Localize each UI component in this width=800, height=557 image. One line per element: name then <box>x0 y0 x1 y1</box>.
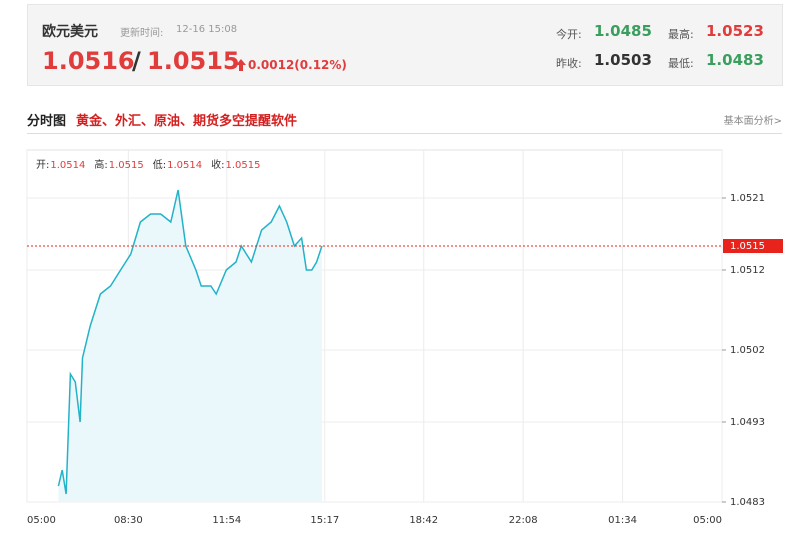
symbol-name: 欧元美元 <box>42 24 98 40</box>
prev-close-label: 昨收: <box>556 57 582 70</box>
price-line <box>57 189 323 495</box>
update-time: 12-16 15:08 <box>176 24 238 35</box>
open-label: 今开: <box>556 28 582 41</box>
y-tick-label: 1.0521 <box>730 193 765 204</box>
separator: / <box>132 47 141 75</box>
ohlc-label: 收: <box>211 158 224 171</box>
open-value: 1.0485 <box>594 22 652 40</box>
ohlc-value: 1.0514 <box>167 160 202 171</box>
ohlc-label: 低: <box>153 158 166 171</box>
low-label: 最低: <box>668 57 694 70</box>
x-tick-label: 22:08 <box>509 515 538 526</box>
prev-close-value: 1.0503 <box>594 51 652 69</box>
x-tick-label: 05:00 <box>693 515 722 526</box>
last-price-box <box>723 239 783 253</box>
x-tick-label: 15:17 <box>310 515 339 526</box>
tab-active[interactable]: 分时图 <box>27 114 67 129</box>
fundamentals-link[interactable]: 基本面分析> <box>723 116 782 127</box>
area-fill <box>58 190 322 502</box>
quote-panel: 欧元美元 更新时间: 12-16 15:08 1.0516 / 1.0515 0… <box>27 4 783 86</box>
last-price-label: 1.0515 <box>730 241 765 252</box>
ohlc-value: 1.0515 <box>226 160 261 171</box>
x-tick-label: 08:30 <box>114 515 143 526</box>
divider <box>27 133 782 134</box>
x-tick-label: 18:42 <box>409 515 438 526</box>
x-tick-label: 01:34 <box>608 515 637 526</box>
high-value: 1.0523 <box>706 22 764 40</box>
y-tick-label: 1.0502 <box>730 345 765 356</box>
promo-link[interactable]: 黄金、外汇、原油、期货多空提醒软件 <box>76 114 298 129</box>
ohlc-value: 1.0515 <box>109 160 144 171</box>
ohlc-label: 开: <box>36 160 49 171</box>
ask-price: 1.0515 <box>147 47 240 75</box>
change: 0.0012(0.12%) <box>248 58 347 72</box>
low-value: 1.0483 <box>706 51 764 69</box>
high-label: 最高: <box>668 28 694 41</box>
y-tick-label: 1.0483 <box>730 497 765 508</box>
update-label: 更新时间: <box>120 28 164 39</box>
up-arrow <box>236 59 246 71</box>
y-tick-label: 1.0512 <box>730 265 765 276</box>
bid-price: 1.0516 <box>42 47 135 75</box>
y-tick-label: 1.0493 <box>730 417 765 428</box>
x-tick-label: 11:54 <box>212 515 241 526</box>
x-tick-label: 05:00 <box>27 515 56 526</box>
ohlc-label: 高: <box>94 158 107 171</box>
ohlc-value: 1.0514 <box>50 160 85 171</box>
